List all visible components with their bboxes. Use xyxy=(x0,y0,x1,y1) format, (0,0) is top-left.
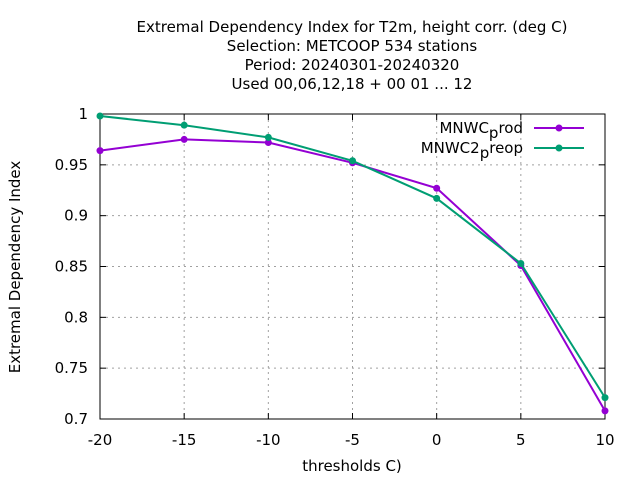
chart-title: Extremal Dependency Index for T2m, heigh… xyxy=(137,18,568,93)
x-tick-label: 10 xyxy=(595,431,614,449)
title-line-4: Used 00,06,12,18 + 00 01 ... 12 xyxy=(232,75,473,93)
title-line-2: Selection: METCOOP 534 stations xyxy=(227,37,478,55)
x-tick-label: -10 xyxy=(256,431,281,449)
legend-marker xyxy=(555,144,563,152)
y-tick-label: 0.85 xyxy=(55,258,88,276)
y-tick-label: 0.9 xyxy=(64,207,88,225)
y-tick-label: 1 xyxy=(78,105,88,123)
x-axis-label: thresholds C) xyxy=(302,457,402,475)
y-tick-label: 0.8 xyxy=(64,308,88,326)
legend-marker xyxy=(555,124,563,132)
data-point xyxy=(264,138,272,146)
y-axis-label: Extremal Dependency Index xyxy=(6,161,24,374)
data-point xyxy=(180,121,188,129)
data-point xyxy=(601,407,609,415)
legend-label: MNWCprod xyxy=(439,119,523,142)
x-tick-label: -5 xyxy=(345,431,360,449)
data-point xyxy=(433,194,441,202)
y-tick-label: 0.95 xyxy=(55,156,88,174)
data-point xyxy=(433,184,441,192)
series-layer xyxy=(96,112,609,415)
y-tick-label: 0.7 xyxy=(64,410,88,428)
data-point xyxy=(517,259,525,267)
data-point xyxy=(96,147,104,155)
data-point xyxy=(601,394,609,402)
legend-label: MNWC2preop xyxy=(421,139,523,162)
series-MNWC2_preop xyxy=(96,112,609,402)
y-tick-label: 0.75 xyxy=(55,359,88,377)
x-tick-label: 5 xyxy=(516,431,526,449)
data-point xyxy=(96,112,104,120)
data-point xyxy=(349,157,356,165)
tick-labels: -20 -15 -10 -5 0 5 10 0.7 0.75 0.8 0.85 0.9 0.95 1 xyxy=(55,105,615,449)
title-line-3: Period: 20240301-20240320 xyxy=(245,56,460,74)
data-point xyxy=(180,135,188,143)
x-tick-label: 0 xyxy=(432,431,442,449)
x-tick-label: -15 xyxy=(172,431,197,449)
x-tick-label: -20 xyxy=(88,431,113,449)
data-point xyxy=(264,133,272,141)
plot-frame xyxy=(99,113,606,420)
title-line-1: Extremal Dependency Index for T2m, heigh… xyxy=(137,18,568,36)
